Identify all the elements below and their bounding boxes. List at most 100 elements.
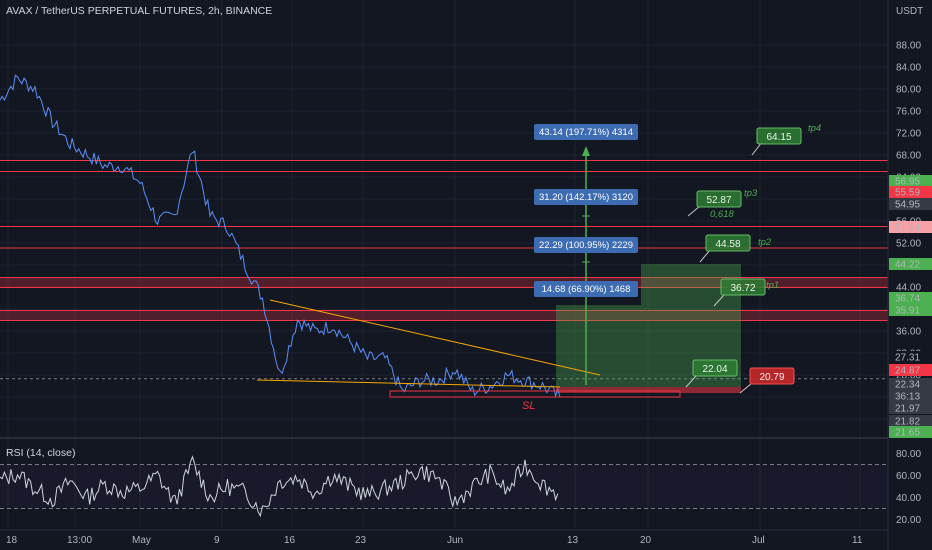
horizontal-levels xyxy=(0,160,888,380)
sl-box xyxy=(389,390,681,398)
target-value-tp1: 36.72 xyxy=(730,283,755,294)
price-label-badge xyxy=(889,292,932,304)
price-label-value: 51.14 xyxy=(895,223,920,234)
price-line xyxy=(0,74,561,398)
symbol-title: AVAX / TetherUS PERPETUAL FUTURES, 2h, B… xyxy=(6,5,272,17)
price-series xyxy=(0,74,561,398)
price-tick-label: 68.00 xyxy=(896,151,921,162)
price-label-value: 36.74 xyxy=(895,294,920,305)
time-tick-label: 13 xyxy=(567,535,579,546)
price-label-badge xyxy=(889,402,932,414)
time-tick-label: 23 xyxy=(355,535,367,546)
price-tick-label: 84.00 xyxy=(896,63,921,74)
price-label-badge xyxy=(889,426,932,438)
resistance-band xyxy=(0,277,888,288)
time-axis: 18 13:00 May 9 16 23 Jun 13 20 Jul 11 xyxy=(0,529,888,546)
rsi-tick-label: 80.00 xyxy=(896,449,921,460)
price-tick-label: 80.00 xyxy=(896,85,921,96)
price-tick-label: 52.00 xyxy=(896,239,921,250)
target-tag-tp2: tp2 xyxy=(758,237,772,248)
price-tick-label: 76.00 xyxy=(896,107,921,118)
price-tick-label: 88.00 xyxy=(896,41,921,52)
trendline-lower xyxy=(256,379,561,388)
rsi-band xyxy=(0,464,888,509)
time-tick-label: 9 xyxy=(214,535,220,546)
target-box-entry xyxy=(692,359,738,377)
measure-label-bg-4 xyxy=(534,281,638,297)
target-tag-tp1: tp1 xyxy=(766,280,779,291)
price-axis: 20.0024.0028.0032.0036.0040.0044.0048.00… xyxy=(887,0,932,550)
measure-label-bg-1 xyxy=(534,124,638,140)
price-label-value: 21.97 xyxy=(895,404,920,415)
rsi-tick-label: 60.00 xyxy=(896,471,921,482)
price-label-value: 21.65 xyxy=(895,428,920,439)
price-label-value: 36:13 xyxy=(895,392,920,403)
target-value-tp3: 52.87 xyxy=(706,195,731,206)
stop-zone xyxy=(556,387,741,393)
target-box-tp2 xyxy=(705,234,751,252)
price-label-badge xyxy=(889,198,932,210)
trendlines xyxy=(256,299,681,398)
target-value-tp4: 64.15 xyxy=(766,132,791,143)
target-value-entry: 22.04 xyxy=(702,364,727,375)
time-tick-label: Jul xyxy=(752,535,765,546)
target-tag-tp3: tp3 xyxy=(744,188,758,199)
time-tick-label: 11 xyxy=(852,535,863,546)
time-tick-label: May xyxy=(132,535,151,546)
price-label-badge xyxy=(889,390,932,402)
price-label-badge xyxy=(889,351,932,363)
measure-label-4: 14.68 (66.90%) 1468 xyxy=(542,284,631,295)
rsi-label: RSI (14, close) xyxy=(6,447,75,459)
price-label-value: 54.95 xyxy=(895,200,920,211)
price-label-value: 44.22 xyxy=(895,260,920,271)
price-label-badge xyxy=(889,415,932,427)
stop-tag: SL xyxy=(522,400,535,412)
target-box-tp1 xyxy=(720,278,766,296)
measure-label-bg-2 xyxy=(534,189,638,205)
time-tick-label: Jun xyxy=(447,535,463,546)
rsi-line xyxy=(0,455,559,518)
measure-label-3: 22.29 (100.95%) 2229 xyxy=(539,240,633,251)
measure-label-2: 31.20 (142.17%) 3120 xyxy=(539,192,633,203)
price-label-badge xyxy=(889,378,932,390)
target-tag-tp4: tp4 xyxy=(808,123,821,134)
target-box-tp4 xyxy=(756,127,802,145)
stop-value: 20.79 xyxy=(759,372,784,383)
time-tick-label: 18 xyxy=(6,535,18,546)
price-tick-label: 72.00 xyxy=(896,129,921,140)
price-label-badge xyxy=(889,258,932,270)
price-label-value: 35.91 xyxy=(895,306,920,317)
price-tick-label: 36.00 xyxy=(896,327,921,338)
price-label-value: 21.82 xyxy=(895,417,920,428)
price-label-value: 55.59 xyxy=(895,188,920,199)
price-label-value: 24.87 xyxy=(895,366,920,377)
measure-label-bg-3 xyxy=(534,237,638,253)
stop-box xyxy=(749,367,795,385)
price-tick-label: 44.00 xyxy=(896,283,921,294)
resistance-band xyxy=(0,310,888,321)
rsi-tick-label: 40.00 xyxy=(896,493,921,504)
fib-label: 0,618 xyxy=(710,209,734,220)
rsi-pane xyxy=(0,455,888,518)
price-label-value: 27.31 xyxy=(895,353,920,364)
price-label-badge xyxy=(889,175,932,187)
target-box-tp3 xyxy=(696,190,742,208)
price-label-value: 22.34 xyxy=(895,380,920,391)
time-tick-label: 20 xyxy=(640,535,652,546)
time-tick-label: 16 xyxy=(284,535,296,546)
price-label-badge xyxy=(889,364,932,376)
measure-label-1: 43.14 (197.71%) 4314 xyxy=(539,127,633,138)
currency-label: USDT xyxy=(896,6,923,17)
target-value-tp2: 44.58 xyxy=(715,239,740,250)
trendline-upper xyxy=(269,299,601,376)
rsi-tick-label: 20.00 xyxy=(896,515,921,526)
measure-labels: 43.14 (197.71%) 4314 31.20 (142.17%) 312… xyxy=(534,124,638,297)
price-label-badge xyxy=(889,186,932,198)
target-zone-left xyxy=(556,305,641,387)
time-tick-label: 13:00 xyxy=(67,535,92,546)
target-callouts: 64.15 tp4 52.87 tp3 0,618 44.58 tp2 36.7… xyxy=(522,123,821,412)
price-label-badge xyxy=(889,304,932,316)
